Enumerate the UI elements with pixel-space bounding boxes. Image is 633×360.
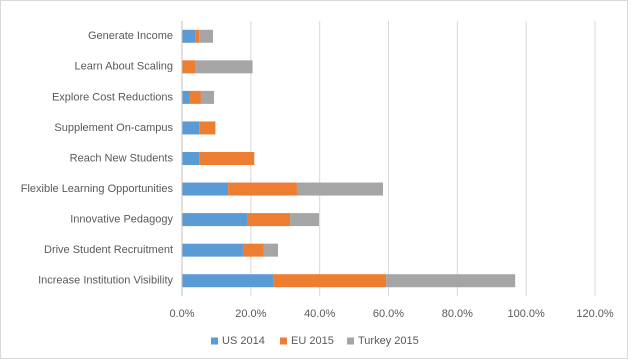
bar-segment: [182, 121, 200, 135]
bar-segment: [182, 152, 200, 165]
bar-segment: [182, 60, 196, 74]
y-tick-label: Drive Student Recruitment: [44, 244, 173, 256]
bar-segment: [199, 29, 213, 43]
x-tick-label: 120.0%: [576, 308, 614, 320]
x-tick-label: 100.0%: [508, 308, 546, 320]
y-tick-label: Innovative Pedagogy: [70, 214, 173, 226]
bar-segment: [195, 29, 200, 43]
legend-label: US 2014: [222, 335, 265, 347]
bar-segment: [182, 213, 248, 227]
y-tick-label: Reach New Students: [70, 152, 174, 164]
y-tick-label: Supplement On-campus: [54, 122, 173, 134]
bar-segment: [182, 90, 190, 104]
bar-segment: [182, 182, 229, 196]
y-tick-label: Explore Cost Reductions: [52, 91, 174, 103]
legend-label: Turkey 2015: [358, 335, 419, 347]
bar-segment: [386, 274, 516, 288]
x-tick-label: 40.0%: [304, 308, 335, 320]
bar-segment: [290, 213, 319, 227]
legend-label: EU 2015: [291, 335, 334, 347]
bar-segment: [273, 274, 387, 288]
legend-swatch: [280, 337, 287, 345]
bar-segment: [182, 274, 274, 288]
y-tick-label: Learn About Scaling: [75, 61, 173, 73]
bar-segment: [242, 243, 264, 257]
bar-segment: [199, 121, 216, 135]
legend-swatch: [211, 337, 218, 345]
bar-segment: [247, 213, 291, 227]
bar-segment: [296, 182, 383, 196]
x-tick-label: 20.0%: [235, 308, 266, 320]
bar-segment: [228, 182, 297, 196]
bar-segment: [195, 60, 253, 74]
y-tick-label: Increase Institution Visibility: [38, 275, 173, 287]
y-tick-label: Generate Income: [88, 30, 173, 42]
x-tick-label: 80.0%: [442, 308, 473, 320]
bar-segment: [182, 29, 196, 43]
x-tick-label: 0.0%: [169, 308, 194, 320]
y-tick-label: Flexible Learning Opportunities: [21, 183, 174, 195]
x-tick-label: 60.0%: [373, 308, 404, 320]
bar-segment: [263, 243, 279, 257]
bar-segment: [189, 90, 201, 104]
bar-segment: [199, 152, 255, 165]
legend-swatch: [347, 337, 354, 345]
bar-segment: [200, 90, 215, 104]
bar-segment: [182, 243, 243, 257]
